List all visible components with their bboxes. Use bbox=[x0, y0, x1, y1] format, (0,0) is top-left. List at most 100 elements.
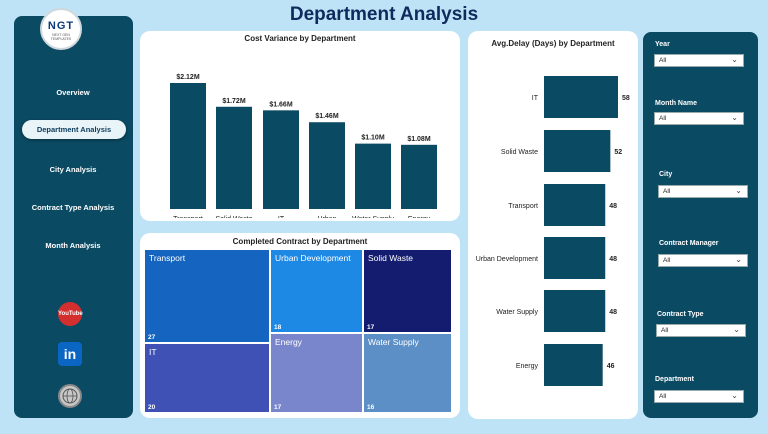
chevron-down-icon: ⌄ bbox=[731, 391, 738, 400]
department-select-value: All bbox=[659, 393, 667, 400]
nav-overview[interactable]: Overview bbox=[56, 88, 90, 97]
treemap-tile-value: 18 bbox=[274, 324, 282, 331]
avg-delay-bar bbox=[544, 184, 606, 226]
month-name-select[interactable]: All ⌄ bbox=[654, 112, 744, 125]
treemap-tile-value: 17 bbox=[367, 324, 375, 331]
logo-subtext: NEXT GEN TEMPLATES bbox=[50, 33, 72, 41]
completed-contract-card: Completed Contract by Department Transpo… bbox=[140, 233, 460, 418]
cost-variance-data-label: $1.46M bbox=[315, 113, 339, 120]
avg-delay-data-label: 46 bbox=[607, 363, 615, 370]
filter-label-contract-manager: Contract Manager bbox=[659, 240, 719, 247]
cost-variance-title: Cost Variance by Department bbox=[244, 34, 356, 43]
nav-month-analysis[interactable]: Month Analysis bbox=[45, 241, 101, 250]
cost-variance-bar bbox=[216, 106, 252, 209]
cost-variance-chart: $2.12M Transport $1.72M Solid Waste $1.66M IT… bbox=[170, 74, 437, 218]
filter-label-month-name: Month Name bbox=[655, 100, 697, 107]
treemap-tile bbox=[145, 344, 269, 412]
year-select[interactable]: All ⌄ bbox=[654, 54, 744, 67]
chevron-down-icon: ⌄ bbox=[735, 255, 742, 264]
cost-variance-category-label: Water Supply bbox=[352, 216, 394, 218]
treemap-tile bbox=[364, 250, 451, 332]
avg-delay-chart: 58 IT 52 Solid Waste 48 Transport 48 Urban Deve… bbox=[476, 76, 630, 386]
cost-variance-category-label: Transport bbox=[173, 216, 203, 218]
city-select[interactable]: All ⌄ bbox=[658, 185, 748, 198]
filter-label-contract-type: Contract Type bbox=[657, 311, 704, 318]
cost-variance-bar bbox=[170, 83, 206, 209]
month-name-select-value: All bbox=[659, 115, 667, 122]
cost-variance-category-label: Solid Waste bbox=[215, 216, 252, 218]
contract-type-select-value: All bbox=[661, 327, 669, 334]
avg-delay-data-label: 48 bbox=[609, 203, 617, 210]
chevron-down-icon: ⌄ bbox=[733, 325, 740, 334]
chevron-down-icon: ⌄ bbox=[731, 55, 738, 64]
company-logo: NGT NEXT GEN TEMPLATES bbox=[40, 8, 82, 50]
avg-delay-bar bbox=[544, 237, 606, 279]
nav-city-analysis[interactable]: City Analysis bbox=[49, 165, 97, 174]
linkedin-icon[interactable]: in bbox=[58, 342, 82, 366]
treemap-tile bbox=[271, 250, 362, 332]
cost-variance-data-label: $1.66M bbox=[269, 101, 293, 108]
cost-variance-data-label: $2.12M bbox=[176, 74, 200, 81]
filter-label-department: Department bbox=[655, 376, 694, 383]
avg-delay-category-label: Water Supply bbox=[496, 309, 538, 316]
treemap-tile-label: Solid Waste bbox=[368, 253, 413, 263]
treemap-tile-label: Transport bbox=[149, 253, 186, 263]
logo-text: NGT bbox=[47, 20, 75, 32]
avg-delay-bar bbox=[544, 130, 611, 172]
filter-label-year: Year bbox=[655, 41, 670, 48]
treemap-tile-value: 27 bbox=[148, 334, 156, 341]
avg-delay-data-label: 48 bbox=[609, 309, 617, 316]
city-select-value: All bbox=[663, 188, 671, 195]
cost-variance-data-label: $1.72M bbox=[222, 98, 246, 105]
avg-delay-category-label: Urban Development bbox=[476, 256, 538, 263]
avg-delay-bar bbox=[544, 76, 618, 118]
cost-variance-category-label: IT bbox=[278, 216, 285, 218]
cost-variance-bar bbox=[401, 144, 437, 209]
completed-contract-title: Completed Contract by Department bbox=[232, 237, 368, 246]
filter-panel: Year All ⌄ Month Name All ⌄ City All ⌄ Cont… bbox=[643, 32, 758, 418]
avg-delay-data-label: 48 bbox=[609, 256, 617, 263]
cost-variance-bar bbox=[309, 122, 345, 209]
treemap-tile-label: Energy bbox=[275, 337, 303, 347]
filter-label-city: City bbox=[659, 171, 673, 178]
globe-icon-graphic bbox=[62, 388, 78, 404]
treemap-tile-label: Urban Development bbox=[275, 253, 351, 263]
navigation-sidebar: NGT NEXT GEN TEMPLATES Overview Departme… bbox=[14, 8, 133, 418]
treemap-tile-value: 17 bbox=[274, 404, 282, 411]
page-title: Department Analysis bbox=[289, 4, 479, 25]
avg-delay-category-label: Solid Waste bbox=[501, 149, 538, 156]
department-select[interactable]: All ⌄ bbox=[654, 390, 744, 403]
avg-delay-bar bbox=[544, 344, 603, 386]
treemap-tile bbox=[271, 334, 362, 412]
cost-variance-category-label: Urban bbox=[317, 216, 336, 218]
chevron-down-icon: ⌄ bbox=[731, 113, 738, 122]
contract-manager-select[interactable]: All ⌄ bbox=[658, 254, 748, 267]
nav-contract-type-analysis[interactable]: Contract Type Analysis bbox=[31, 203, 115, 212]
avg-delay-data-label: 52 bbox=[614, 149, 622, 156]
avg-delay-title: Avg.Delay (Days) by Department bbox=[491, 39, 615, 48]
cost-variance-data-label: $1.08M bbox=[407, 136, 431, 143]
contract-manager-select-value: All bbox=[663, 257, 671, 264]
cost-variance-bar bbox=[355, 143, 391, 209]
contract-type-select[interactable]: All ⌄ bbox=[656, 324, 746, 337]
avg-delay-category-label: IT bbox=[532, 95, 539, 102]
treemap-tile-value: 16 bbox=[367, 404, 375, 411]
nav-department-analysis[interactable]: Department Analysis bbox=[22, 120, 126, 139]
treemap-tile-label: Water Supply bbox=[368, 337, 419, 347]
cost-variance-card: Cost Variance by Department $2.12M Transp… bbox=[140, 31, 460, 221]
treemap-tile bbox=[145, 250, 269, 342]
avg-delay-card: Avg.Delay (Days) by Department 58 IT 52 Sol… bbox=[468, 31, 638, 419]
treemap-tile bbox=[364, 334, 451, 412]
avg-delay-bar bbox=[544, 290, 606, 332]
chevron-down-icon: ⌄ bbox=[735, 186, 742, 195]
avg-delay-category-label: Transport bbox=[508, 203, 538, 210]
treemap-tile-label: IT bbox=[149, 347, 157, 357]
cost-variance-category-label: Energy bbox=[408, 216, 431, 218]
website-globe-icon[interactable] bbox=[58, 384, 82, 408]
cost-variance-data-label: $1.10M bbox=[361, 135, 385, 142]
treemap-tile-value: 20 bbox=[148, 404, 156, 411]
avg-delay-data-label: 58 bbox=[622, 95, 630, 102]
year-select-value: All bbox=[659, 57, 667, 64]
youtube-icon[interactable]: YouTube bbox=[58, 302, 83, 326]
cost-variance-bar bbox=[263, 110, 299, 209]
